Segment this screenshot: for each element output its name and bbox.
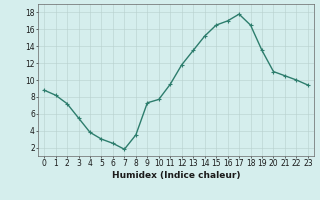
X-axis label: Humidex (Indice chaleur): Humidex (Indice chaleur) [112, 171, 240, 180]
